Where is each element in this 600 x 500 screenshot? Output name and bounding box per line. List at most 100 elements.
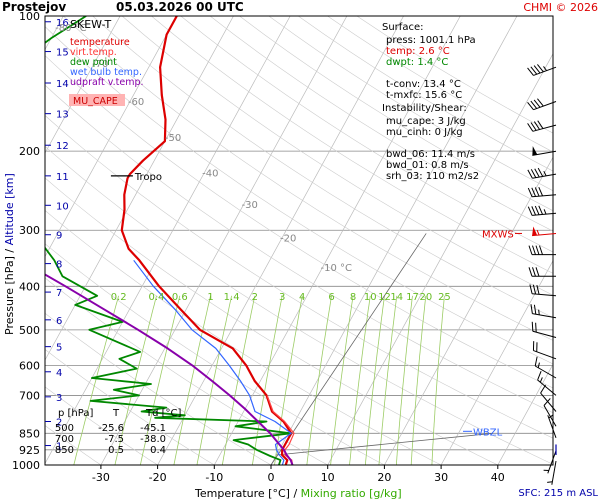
mixing-ratio-line [410, 295, 427, 465]
mixing-ratio-label: 0.2 [111, 292, 127, 303]
y-axis-label-pressure: Pressure [hPa] [3, 256, 16, 335]
dry-adiabat [45, 349, 215, 465]
dry-adiabat [209, 16, 553, 232]
instability-line: bwd_06: 11.4 m/s [386, 149, 475, 160]
instability-line: srh_03: 110 m2/s2 [386, 171, 479, 182]
pressure-tick-label: 850 [19, 427, 40, 440]
wind-barb-full [527, 67, 534, 76]
table-header: p [hPa] [58, 408, 93, 419]
copyright: CHMI © 2026 [523, 1, 598, 14]
wind-barb [537, 370, 557, 396]
wind-barb [527, 205, 557, 216]
table-header: T [112, 408, 120, 419]
wind-barb-full [536, 284, 540, 295]
wind-barb-full [528, 267, 533, 277]
table-header: Td [°C] [145, 408, 182, 419]
wind-barb-half [543, 170, 547, 177]
mixing-ratio-line [173, 295, 211, 465]
mixing-ratio-label: 2 [252, 292, 258, 303]
pressure-tick-label: 100 [19, 10, 40, 23]
mixing-ratio-line [378, 295, 398, 465]
wind-barb-staff [532, 233, 557, 237]
series-udpraft-v-temp- [45, 273, 294, 465]
wind-barb-full [534, 168, 540, 178]
isotherm-label: -70 [92, 59, 108, 70]
isotherm [327, 53, 553, 465]
isotherm-label: -30 [242, 200, 258, 211]
pressure-tick-label: 500 [19, 324, 40, 337]
wbzl-label: WBZL [473, 427, 503, 438]
plot-frame [44, 15, 554, 466]
wind-barb-staff [533, 350, 557, 360]
pressure-tick-label: 200 [19, 145, 40, 158]
table-cell: 0.5 [108, 445, 124, 456]
temperature-tick-label: 10 [321, 471, 335, 484]
wbzl-line [276, 432, 494, 456]
legend-entry: wet bulb temp. [70, 67, 142, 78]
sfc-elevation: SFC: 215 m ASL [518, 488, 598, 499]
wind-barb-full [530, 169, 537, 178]
table-cell: -25.6 [98, 423, 124, 434]
wind-barb [540, 384, 557, 412]
surface-line: press: 1001.1 hPa [386, 35, 476, 46]
wind-barb [529, 284, 557, 297]
wind-barb-full [529, 284, 533, 294]
mixing-ratio-label: 8 [350, 292, 356, 303]
table-cell: 700 [55, 434, 74, 445]
wind-barb [527, 186, 557, 198]
wind-barb-staff [533, 66, 557, 76]
wind-barb-full [537, 167, 544, 177]
wind-barb-half [536, 229, 540, 236]
tropopause-label: Tropo [134, 172, 162, 183]
mxws-line [270, 233, 427, 465]
wind-barb-staff [534, 365, 557, 379]
wind-barb-full [534, 356, 538, 367]
wind-barb-half [537, 362, 540, 368]
wind-barb-full [533, 99, 541, 108]
mixing-ratio-line [221, 295, 256, 465]
mixing-ratio-label: 14 [390, 292, 403, 303]
altitude-tick-label: 2 [56, 417, 62, 428]
dry-adiabat [180, 16, 553, 253]
surface-line: t-mxfc: 15.6 °C [386, 90, 462, 101]
legend-entry: udpraft v.temp. [70, 77, 144, 88]
wind-barb-half [543, 469, 549, 472]
table-cell: 850 [55, 445, 74, 456]
wind-barb-full [543, 398, 551, 406]
wind-barb [543, 450, 557, 474]
wind-barb-full [537, 120, 544, 129]
wind-barb-full [527, 206, 533, 216]
y-axis-label-sep: / [3, 245, 16, 256]
wind-barb-staff [540, 392, 557, 412]
instability-line: bwd_01: 0.8 m/s [386, 160, 469, 171]
instability-line: mu_cinh: 0 J/kg [386, 127, 463, 138]
wind-barb-full [532, 284, 537, 295]
dry-adiabat [45, 312, 272, 465]
wind-barb-pennant [532, 226, 538, 236]
wind-barb-full [532, 341, 535, 351]
mixing-ratio-label: 20 [419, 292, 432, 303]
wind-barb-staff [547, 450, 557, 474]
altitude-tick-label: 7 [56, 288, 62, 299]
altitude-tick-label: 10 [56, 201, 69, 212]
altitude-tick-label: 12 [56, 141, 69, 152]
mu-cape-badge [69, 94, 125, 106]
altitude-tick-label: 16 [56, 18, 69, 29]
wind-barb-half [543, 66, 548, 71]
altitude-tick-label: 5 [56, 343, 62, 354]
wind-barb-full [527, 169, 533, 179]
isotherm [45, 16, 234, 361]
mixing-ratio-label: 0.4 [149, 292, 165, 303]
mixing-ratio-label: 1.4 [224, 292, 240, 303]
x-axis-label: Temperature [°C] / Mixing ratio [g/kg] [194, 487, 402, 500]
table-cell: 0.4 [150, 445, 166, 456]
table-cell: -38.0 [140, 434, 166, 445]
surface-line: dwpt: 1.4 °C [386, 57, 448, 68]
isotherm-label: -80 °C [55, 23, 87, 34]
mixing-ratio-label: 10 [364, 292, 377, 303]
legend-entry: dew point [70, 57, 117, 68]
wind-barb-full [537, 64, 544, 73]
surface-line: temp: 2.6 °C [386, 46, 450, 57]
wind-barb [532, 146, 557, 156]
